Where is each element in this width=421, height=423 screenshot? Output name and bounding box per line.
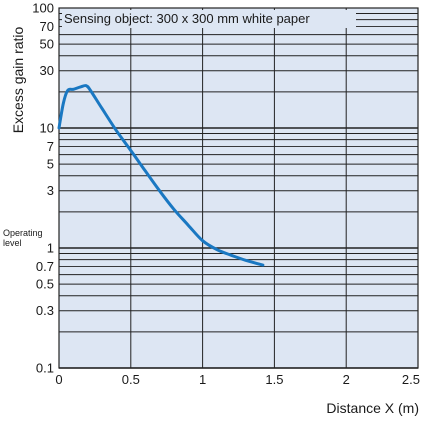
- operating-level-label-line2: level: [3, 238, 22, 248]
- y-tick-label: 10: [40, 121, 54, 136]
- y-tick-label: 50: [40, 37, 54, 52]
- annotation-group: Sensing object: 300 x 300 mm white paper: [62, 10, 356, 28]
- x-tick-label: 0: [55, 372, 62, 387]
- annotation-background: [62, 10, 356, 28]
- y-tick-label: 3: [47, 183, 54, 198]
- x-tick-label: 1: [199, 372, 206, 387]
- operating-level-label-line1: Operating: [3, 228, 43, 238]
- y-tick-label: 0.5: [36, 277, 54, 292]
- y-tick-label: 5: [47, 157, 54, 172]
- annotation-text: Sensing object: 300 x 300 mm white paper: [64, 11, 310, 26]
- y-tick-labels: 0.1 0.3 0.5 0.7 1 3 5 7 10 30 50 70 100: [32, 1, 54, 376]
- y-tick-label: 7: [47, 139, 54, 154]
- y-tick-label: 0.1: [36, 361, 54, 376]
- x-tick-label: 1.5: [265, 372, 283, 387]
- x-tick-label: 2.5: [402, 372, 420, 387]
- x-axis-title: Distance X (m): [326, 400, 419, 416]
- y-tick-label: 0.3: [36, 303, 54, 318]
- x-tick-labels: 0 0.5 1 1.5 2 2.5: [55, 372, 420, 387]
- y-tick-label: 100: [32, 1, 54, 16]
- x-tick-label: 2: [343, 372, 350, 387]
- x-tick-label: 0.5: [122, 372, 140, 387]
- y-tick-label: 0.7: [36, 259, 54, 274]
- series-line: [57, 84, 265, 267]
- y-tick-label: 70: [40, 19, 54, 34]
- plot-frame: [58, 7, 419, 369]
- y-tick-label: 30: [40, 63, 54, 78]
- plot-area: [59, 8, 418, 368]
- y-axis-title: Excess gain ratio: [10, 26, 26, 133]
- y-tick-label: 1: [47, 241, 54, 256]
